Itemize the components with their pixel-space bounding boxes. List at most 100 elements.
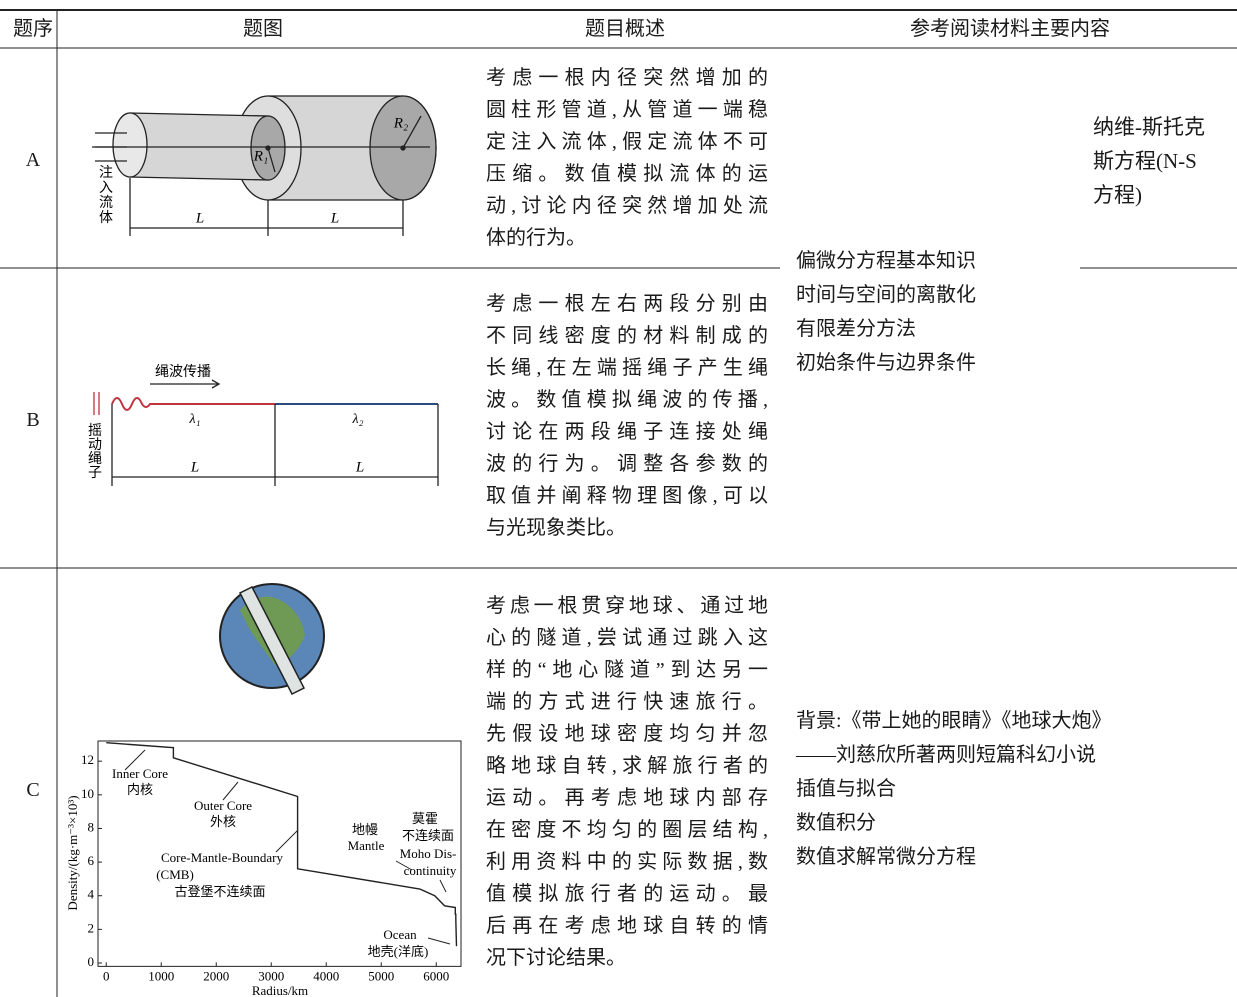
annotation: 不连续面 <box>402 828 454 843</box>
reading-line: ——刘慈欣所著两则短篇科幻小说 <box>796 744 1096 766</box>
annotation-arrow <box>395 860 413 871</box>
reading-line: 时间与空间的离散化 <box>796 284 976 306</box>
inlet-label: 注 <box>99 165 113 181</box>
summary-line: 波的行为。调整各参数的 <box>486 453 768 475</box>
radius-label: R₂ <box>393 115 408 131</box>
summary-line: 讨论在两段绳子连接处绳 <box>486 421 768 443</box>
annotation: continuity <box>404 863 457 878</box>
annotation: 外核 <box>210 814 236 829</box>
pipe-figure <box>92 95 437 236</box>
annotation: 地幔 <box>352 822 378 837</box>
length-label: L <box>190 459 199 475</box>
x-tick-label: 5000 <box>368 968 394 983</box>
summary-line: 利用资料中的实际数据,数 <box>486 851 768 873</box>
annotation-arrow <box>222 781 239 801</box>
header-cell: 题图 <box>243 18 283 40</box>
summary-line: 考虑一根内径突然增加的 <box>486 67 768 89</box>
y-tick-label: 0 <box>88 954 95 969</box>
length-label: L <box>330 210 339 226</box>
reading-line: 数值求解常微分方程 <box>796 846 976 868</box>
summary-line: 况下讨论结果。 <box>486 947 626 969</box>
header-cell: 题序 <box>13 18 53 40</box>
wave-label: 绳波传播 <box>155 364 211 380</box>
annotation: Core-Mantle-Boundary <box>161 850 284 865</box>
annotation: Outer Core <box>194 798 252 813</box>
summary-line: 不同线密度的材料制成的 <box>486 325 768 347</box>
annotation-arrow <box>439 879 447 893</box>
summary-line: 体的行为。 <box>486 227 586 249</box>
note-line: 斯方程(N-S <box>1093 149 1197 173</box>
inlet-label: 入 <box>99 181 113 196</box>
shake-label: 动 <box>88 437 102 453</box>
annotation: Moho Dis- <box>400 846 457 861</box>
annotation-arrow <box>275 829 299 853</box>
summary-line: 后再在考虑地球自转的情 <box>486 915 768 937</box>
radius-label: R₁ <box>253 148 268 164</box>
annotation: (CMB) <box>156 867 194 882</box>
summary-line: 在密度不均匀的圈层结构, <box>486 819 768 841</box>
summary-line: 略地球自转,求解旅行者的 <box>486 755 768 777</box>
note-line: 纳维-斯托克 <box>1093 115 1205 139</box>
reading-line: 插值与拟合 <box>796 778 896 800</box>
summary-line: 长绳,在左端摇绳子产生绳 <box>486 357 768 379</box>
summary-line: 考虑一根贯穿地球、通过地 <box>486 595 768 617</box>
annotation: Mantle <box>348 838 385 853</box>
inlet-label: 体 <box>99 210 113 226</box>
y-tick-label: 8 <box>88 819 95 834</box>
summary-line: 端的方式进行快速旅行。 <box>486 691 768 713</box>
shake-label: 子 <box>88 465 102 481</box>
y-tick-label: 10 <box>81 786 94 801</box>
annotation: 地壳(洋底) <box>368 944 429 959</box>
summary-line: 先假设地球密度均匀并忽 <box>486 723 768 745</box>
y-tick-label: 4 <box>88 887 95 902</box>
reading-line: 数值积分 <box>796 812 876 834</box>
summary-line: 考虑一根左右两段分别由 <box>486 293 768 315</box>
y-axis-label: Density/(kg·m⁻³×10³) <box>65 795 80 910</box>
annotation: 莫霍 <box>412 811 438 826</box>
summary-line: 圆柱形管道,从管道一端稳 <box>486 99 768 121</box>
shake-label: 摇 <box>88 423 102 439</box>
annotation: Ocean <box>383 927 417 942</box>
reading-line: 有限差分方法 <box>796 318 916 340</box>
earth-figure <box>219 583 325 696</box>
header-cell: 题目概述 <box>585 18 665 40</box>
plot-frame <box>97 740 462 967</box>
row-label: C <box>26 779 40 801</box>
rope-figure <box>93 379 439 486</box>
annotation-arrow <box>124 749 146 771</box>
summary-line: 取值并阐释物理图像,可以 <box>486 485 768 507</box>
note-line: 方程) <box>1093 183 1142 207</box>
density-curve <box>106 742 458 947</box>
summary-line: 运动。再考虑地球内部存 <box>486 787 768 809</box>
reading-line: 初始条件与边界条件 <box>796 352 976 374</box>
summary-line: 心的隧道,尝试通过跳入这 <box>486 627 768 649</box>
summary-line: 样的“地心隧道”到达另一 <box>486 659 768 681</box>
summary-line: 值模拟旅行者的运动。最 <box>486 883 768 905</box>
x-axis-label: Radius/km <box>252 983 308 997</box>
reading-line: 背景:《带上她的眼睛》《地球大炮》 <box>796 710 1112 732</box>
summary-line: 波。数值模拟绳波的传播, <box>486 389 768 411</box>
header-cell: 参考阅读材料主要内容 <box>910 18 1110 40</box>
x-tick-label: 1000 <box>148 968 174 983</box>
x-tick-label: 2000 <box>203 968 229 983</box>
x-tick-label: 0 <box>103 968 110 983</box>
density-chart: 0 1000 2000 3000 4000 5000 6000 0 2 4 6 8 10 12 Radius… <box>65 740 462 997</box>
summary-line: 动,讨论内径突然增加处流 <box>486 195 768 217</box>
x-tick-label: 3000 <box>258 968 284 983</box>
summary-line: 与光现象类比。 <box>486 517 626 539</box>
y-tick-label: 6 <box>88 853 95 868</box>
y-tick-label: 2 <box>88 920 95 935</box>
x-tick-label: 4000 <box>313 968 339 983</box>
inlet-label: 流 <box>99 195 113 211</box>
y-tick-label: 12 <box>81 752 94 767</box>
shake-label: 绳 <box>88 451 102 467</box>
density-label: λ₁ <box>189 412 201 427</box>
summary-line: 定注入流体,假定流体不可 <box>486 131 768 153</box>
annotation: 古登堡不连续面 <box>174 884 265 899</box>
annotation-arrow <box>427 937 451 945</box>
reading-line: 偏微分方程基本知识 <box>796 250 976 272</box>
summary-line: 压缩。数值模拟流体的运 <box>486 163 768 185</box>
annotation: 内核 <box>127 782 153 797</box>
